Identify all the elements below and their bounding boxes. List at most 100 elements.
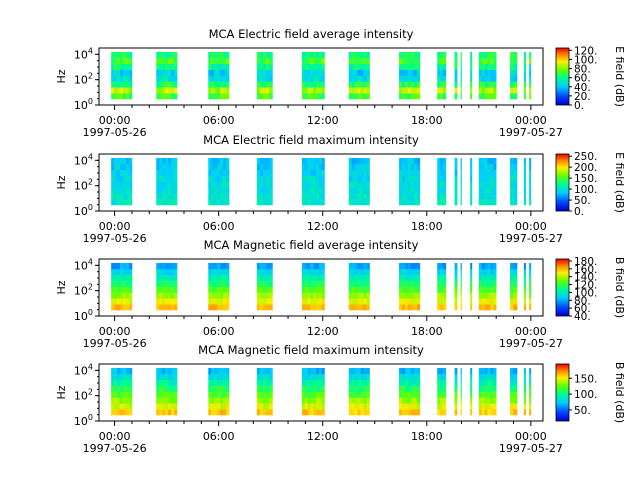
spectrogram-cell bbox=[120, 385, 124, 392]
spectrogram-cell bbox=[442, 63, 447, 70]
spectrogram-cell bbox=[114, 368, 118, 375]
spectrogram-cell bbox=[404, 175, 409, 182]
spectrogram-cell bbox=[111, 385, 115, 392]
spectrogram-cell bbox=[357, 373, 361, 381]
spectrogram-cell bbox=[128, 169, 133, 176]
spectrogram-cell bbox=[407, 373, 412, 381]
spectrogram-cell bbox=[363, 263, 367, 270]
spectrogram-cell bbox=[307, 268, 311, 276]
spectrogram-cell bbox=[168, 409, 172, 416]
spectrogram-cell bbox=[487, 368, 491, 375]
spectrogram-cell bbox=[223, 63, 227, 70]
spectrogram-cell bbox=[454, 181, 458, 188]
spectrogram-cell bbox=[263, 63, 267, 70]
spectrogram-cell bbox=[223, 304, 227, 311]
spectrogram-cell bbox=[318, 368, 322, 375]
spectrogram-cell bbox=[266, 274, 270, 281]
spectrogram-cell bbox=[313, 368, 317, 375]
spectrogram-cell bbox=[402, 391, 406, 398]
spectrogram-cell bbox=[363, 286, 367, 293]
spectrogram-cell bbox=[529, 93, 532, 100]
spectrogram-cell bbox=[259, 52, 264, 59]
spectrogram-cell bbox=[128, 87, 133, 94]
spectrogram-cell bbox=[413, 181, 418, 188]
spectrogram-cell bbox=[360, 199, 364, 206]
spectrogram-cell bbox=[363, 199, 367, 206]
spectrogram-cell bbox=[263, 69, 267, 76]
spectrogram-cell bbox=[318, 181, 322, 188]
spectrogram-cell bbox=[256, 391, 261, 398]
spectrogram-cell bbox=[399, 181, 403, 188]
spectrogram-cell bbox=[168, 163, 172, 171]
spectrogram-cell bbox=[313, 169, 317, 176]
spectrogram-cell bbox=[481, 409, 485, 416]
spectrogram-cell bbox=[266, 199, 270, 206]
spectrogram-cell bbox=[208, 169, 212, 176]
spectrogram-cell bbox=[523, 199, 526, 206]
spectrogram-cell bbox=[128, 93, 133, 100]
spectrogram-cell bbox=[529, 409, 532, 416]
spectrogram-cell bbox=[351, 385, 355, 392]
spectrogram-cell bbox=[366, 286, 370, 293]
spectrogram-cell bbox=[454, 379, 458, 386]
spectrogram-cell bbox=[416, 280, 421, 287]
spectrogram-cell bbox=[214, 93, 218, 100]
spectrogram-cell bbox=[357, 280, 361, 287]
spectrogram-cell bbox=[363, 187, 367, 194]
spectrogram-cell bbox=[363, 69, 367, 76]
spectrogram-cell bbox=[256, 158, 261, 165]
spectrogram-cell bbox=[168, 263, 172, 270]
spectrogram-cell bbox=[510, 298, 514, 305]
spectrogram-cell bbox=[366, 298, 370, 305]
spectrogram-cell bbox=[416, 385, 421, 392]
spectrogram-cell bbox=[407, 298, 412, 305]
spectrogram-cell bbox=[481, 187, 485, 194]
spectrogram-cell bbox=[162, 379, 166, 386]
spectrogram-cell bbox=[440, 379, 444, 386]
colorbar-tick-label: 40. bbox=[574, 311, 591, 323]
spectrogram-cell bbox=[351, 93, 355, 100]
spectrogram-cell bbox=[523, 368, 526, 375]
spectrogram-cell bbox=[460, 187, 462, 194]
spectrogram-cell bbox=[156, 75, 160, 82]
spectrogram-cell bbox=[128, 199, 133, 206]
spectrogram-cell bbox=[211, 385, 215, 392]
spectrogram-cell bbox=[348, 409, 353, 416]
spectrogram-cell bbox=[399, 193, 403, 200]
spectrogram-cell bbox=[162, 385, 166, 392]
spectrogram-cell bbox=[481, 373, 485, 381]
spectrogram-cell bbox=[117, 93, 121, 100]
spectrogram-cell bbox=[159, 397, 163, 404]
spectrogram-cell bbox=[156, 57, 160, 65]
spectrogram-cell bbox=[493, 57, 497, 65]
spectrogram-cell bbox=[211, 193, 215, 200]
spectrogram-cell bbox=[351, 69, 355, 76]
spectrogram-cell bbox=[171, 87, 175, 94]
spectrogram-cell bbox=[363, 409, 367, 416]
spectrogram-cell bbox=[301, 304, 306, 311]
spectrogram-cell bbox=[348, 57, 353, 65]
spectrogram-cell bbox=[304, 52, 308, 59]
spectrogram-cell bbox=[360, 304, 364, 311]
spectrogram-cell bbox=[168, 286, 172, 293]
spectrogram-cell bbox=[211, 199, 215, 206]
spectrogram-cell bbox=[174, 193, 178, 200]
spectrogram-cell bbox=[513, 75, 518, 82]
spectrogram-cell bbox=[351, 379, 355, 386]
y-tick-label: 104 bbox=[74, 362, 93, 377]
spectrogram-cell bbox=[226, 187, 230, 194]
spectrogram-cell bbox=[313, 403, 317, 410]
spectrogram-cell bbox=[304, 158, 308, 165]
spectrogram-cell bbox=[313, 409, 317, 416]
spectrogram-cell bbox=[481, 87, 485, 94]
spectrogram-cell bbox=[111, 391, 115, 398]
spectrogram-cell bbox=[301, 175, 306, 182]
spectrogram-cell bbox=[510, 181, 514, 188]
spectrogram-cell bbox=[484, 385, 488, 392]
plot-frame bbox=[98, 47, 544, 106]
spectrogram-cell bbox=[318, 409, 322, 416]
spectrogram-cell bbox=[454, 57, 458, 65]
spectrogram-cell bbox=[217, 187, 221, 194]
spectrogram-cell bbox=[407, 379, 412, 386]
spectrogram-cell bbox=[111, 373, 115, 381]
